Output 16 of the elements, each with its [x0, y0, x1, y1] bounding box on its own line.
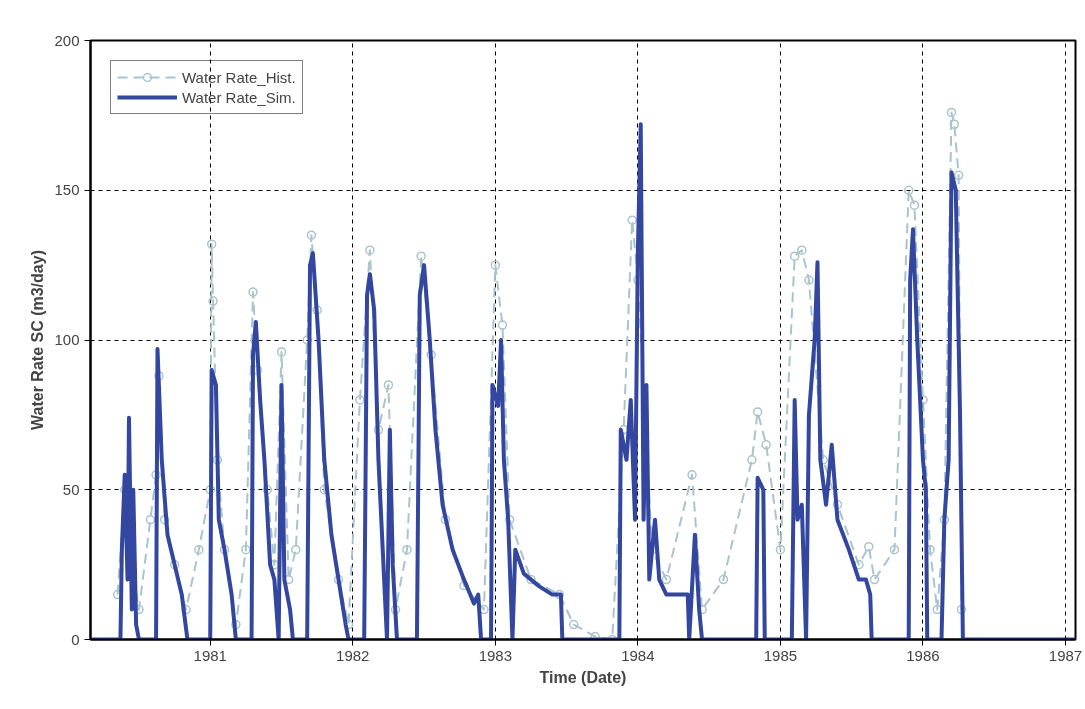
x-axis-title: Time (Date) [539, 668, 627, 686]
legend-label: Water Rate_Hist. [182, 68, 296, 86]
x-tick-label: 1983 [478, 646, 513, 664]
y-tick-label: 100 [54, 331, 80, 348]
y-tick-label: 0 [71, 630, 80, 648]
y-tick-label: 200 [54, 31, 80, 49]
x-tick-label: 1985 [763, 646, 798, 664]
y-axis-title: Water Rate SC (m3/day) [29, 250, 47, 430]
x-tick-label: 1981 [193, 646, 227, 664]
x-tick-label: 1982 [336, 646, 370, 664]
x-tick-label: 1987 [1048, 646, 1083, 664]
legend-label: Water Rate_Sim. [182, 88, 296, 106]
x-tick-label: 1986 [906, 646, 940, 664]
x-tick-label: 1984 [621, 646, 655, 664]
y-tick-label: 150 [54, 181, 80, 199]
y-tick-label: 50 [62, 480, 80, 498]
